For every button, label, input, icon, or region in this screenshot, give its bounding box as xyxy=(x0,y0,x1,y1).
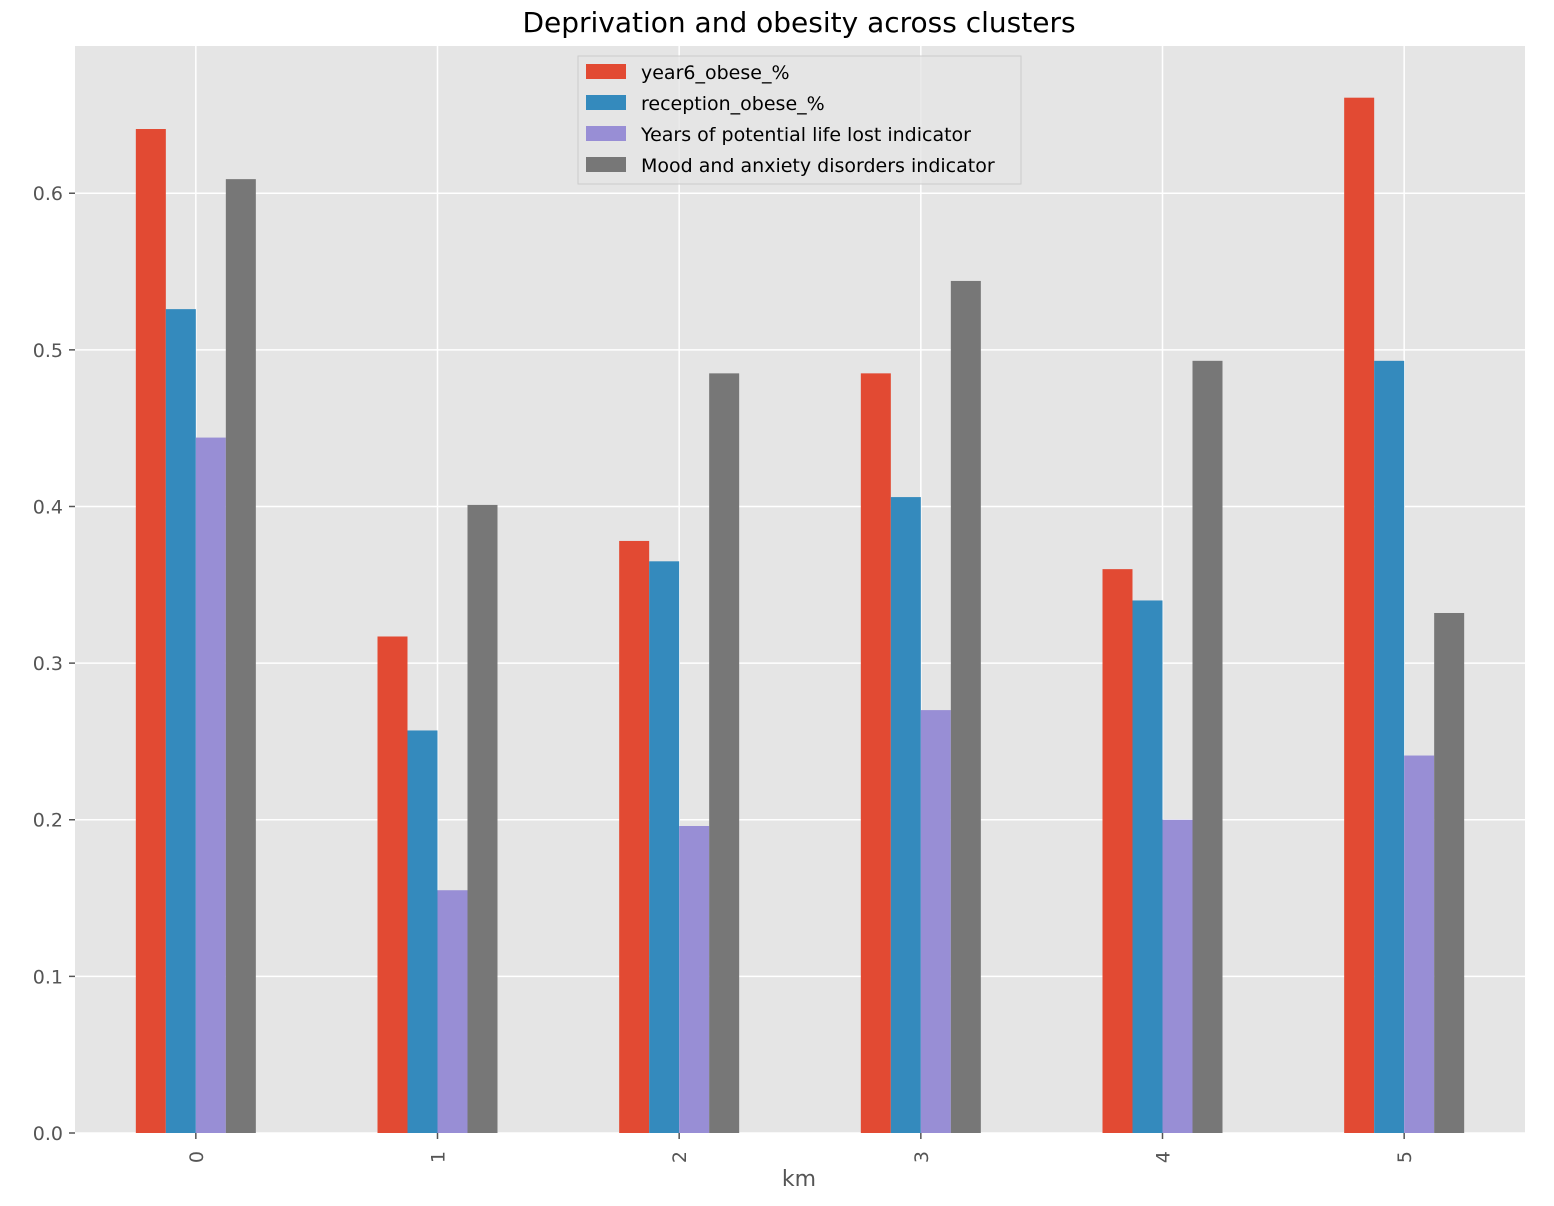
bar xyxy=(1132,600,1163,1133)
legend-swatch xyxy=(586,95,626,110)
y-tick-label: 0.5 xyxy=(33,340,63,362)
y-tick-label: 0.1 xyxy=(33,966,63,988)
bar xyxy=(860,373,891,1133)
bar xyxy=(890,497,921,1133)
y-tick-label: 0.2 xyxy=(33,810,63,832)
legend-swatch xyxy=(586,126,626,141)
x-tick-label: 4 xyxy=(1153,1151,1175,1163)
bar xyxy=(920,710,951,1133)
x-axis-label: km xyxy=(782,1167,816,1192)
legend-swatch xyxy=(586,64,626,79)
bar xyxy=(407,730,438,1133)
y-tick-label: 0.3 xyxy=(33,653,63,675)
legend-frame xyxy=(577,55,1022,185)
bar xyxy=(195,437,226,1133)
bar xyxy=(1434,612,1465,1133)
bar xyxy=(1162,819,1193,1133)
bar xyxy=(135,129,166,1134)
bar xyxy=(709,373,740,1133)
chart-title: Deprivation and obesity across clusters xyxy=(522,6,1075,39)
x-tick-label: 1 xyxy=(428,1151,450,1163)
x-tick-label: 0 xyxy=(186,1151,208,1163)
bar xyxy=(377,636,408,1133)
legend-label: Years of potential life lost indicator xyxy=(640,124,971,146)
bar xyxy=(679,826,710,1133)
bar xyxy=(649,561,680,1133)
bar xyxy=(619,540,650,1133)
x-tick-label: 2 xyxy=(669,1151,691,1163)
bar xyxy=(1374,360,1405,1133)
legend-label: reception_obese_% xyxy=(641,93,825,115)
bar xyxy=(467,504,498,1133)
bar xyxy=(950,280,981,1133)
bar xyxy=(1102,569,1133,1133)
y-tick-label: 0.4 xyxy=(33,496,63,518)
x-tick-label: 3 xyxy=(911,1151,933,1163)
axes: 0.0 0.1 0.2 0.3 0.4 0.5 0.6 0 1 2 3 4 5 xyxy=(33,183,1416,1163)
legend-label: Mood and anxiety disorders indicator xyxy=(641,155,995,177)
bar xyxy=(1192,360,1223,1133)
bar xyxy=(1404,755,1435,1133)
bar xyxy=(1344,97,1375,1134)
x-tick-label: 5 xyxy=(1394,1151,1416,1163)
bar xyxy=(437,890,468,1133)
legend: year6_obese_% reception_obese_% Years of p… xyxy=(577,55,1022,185)
bar xyxy=(165,309,196,1133)
y-tick-label: 0.6 xyxy=(33,183,63,205)
legend-swatch xyxy=(586,157,626,172)
bars xyxy=(135,97,1465,1134)
y-tick-label: 0.0 xyxy=(33,1123,63,1145)
bar xyxy=(225,179,256,1133)
plot-area xyxy=(75,46,1525,1133)
legend-label: year6_obese_% xyxy=(641,62,790,84)
